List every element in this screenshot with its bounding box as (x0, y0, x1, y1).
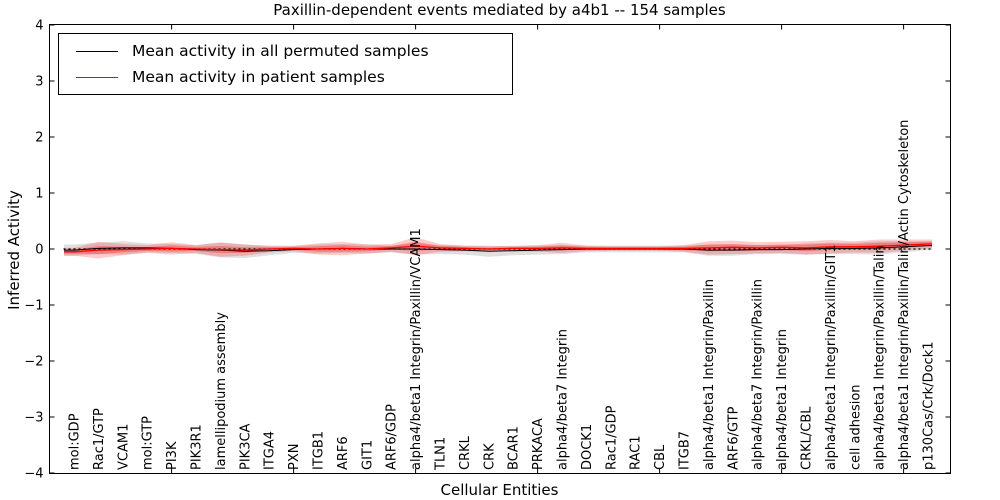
x-category-label: CRKL (458, 435, 473, 470)
x-category-label: PIK3CA (238, 423, 253, 470)
x-category-label: PXN (287, 444, 302, 470)
chart-title: Paxillin-dependent events mediated by a4… (273, 1, 726, 19)
y-tick-label: 0 (35, 243, 43, 258)
x-category-label: alpha4/beta1 Integrin/Paxillin (702, 279, 717, 470)
x-category-label: ARF6/GDP (385, 404, 400, 470)
x-category-label: PI3K (165, 441, 180, 470)
x-category-label: ITGA4 (263, 431, 278, 470)
x-category-label: ARF6 (336, 436, 351, 470)
x-category-label: mol:GDP (68, 413, 83, 470)
x-category-label: CBL (653, 444, 668, 470)
x-category-label: alpha4/beta1 Integrin/Paxillin/GIT1 (824, 244, 839, 470)
y-tick-label: 3 (35, 75, 43, 90)
y-tick-label: −1 (24, 299, 43, 314)
y-tick-label: −4 (24, 467, 43, 482)
mean-lines (64, 243, 932, 253)
y-tick-label: 4 (35, 19, 43, 34)
x-category-label: alpha4/beta1 Integrin/Paxillin/VCAM1 (409, 228, 424, 470)
legend-line-permuted-icon (76, 50, 118, 52)
x-category-label: alpha4/beta1 Integrin/Paxillin/Talin/Act… (897, 120, 912, 470)
x-category-label: RAC1 (629, 435, 644, 470)
x-category-label: p130Cas/Crk/Dock1 (922, 341, 937, 470)
patient-mean-line (64, 243, 932, 253)
y-tick-label: 1 (35, 187, 43, 202)
y-ticks: 4 3 2 1 0 −1 −2 −3 −4 (24, 19, 951, 482)
y-tick-label: −2 (24, 355, 43, 370)
x-category-label: ITGB1 (312, 431, 327, 470)
legend-label-permuted: Mean activity in all permuted samples (132, 42, 429, 60)
legend-item-permuted: Mean activity in all permuted samples (59, 42, 512, 60)
x-category-label: cell adhesion (848, 384, 863, 470)
x-category-label: alpha4/beta7 Integrin/Paxillin (751, 279, 766, 470)
y-axis-label: Inferred Activity (5, 190, 23, 310)
x-category-label: VCAM1 (116, 424, 131, 470)
x-category-label: CRK (482, 443, 497, 470)
x-category-label: alpha4/beta1 Integrin/Paxillin/Talin (873, 245, 888, 470)
x-category-label: mol:GTP (141, 416, 156, 470)
category-labels: mol:GDP Rac1/GTP VCAM1 mol:GTP PI3K PIK3R1 lam… (68, 120, 937, 471)
x-category-label: GIT1 (360, 440, 375, 470)
x-category-label: Rac1/GDP (604, 405, 619, 470)
x-category-label: lamellipodium assembly (214, 312, 229, 470)
legend-item-patient: Mean activity in patient samples (59, 68, 512, 86)
x-category-label: Rac1/GTP (92, 408, 107, 470)
y-tick-label: −3 (24, 411, 43, 426)
legend: Mean activity in all permuted samples Me… (58, 33, 513, 95)
x-category-label: ITGB7 (678, 431, 693, 470)
x-category-label: DOCK1 (580, 424, 595, 470)
x-axis-label: Cellular Entities (440, 481, 559, 499)
x-category-label: alpha4/beta7 Integrin (556, 329, 571, 470)
bands (64, 237, 932, 259)
x-category-label: BCAR1 (507, 426, 522, 470)
x-category-label: CRKL/CBL (800, 406, 815, 470)
y-tick-label: 2 (35, 131, 43, 146)
x-category-label: PRKACA (531, 418, 546, 470)
x-category-label: ARF6/GTP (726, 406, 741, 470)
legend-label-patient: Mean activity in patient samples (132, 68, 385, 86)
x-category-label: alpha4/beta1 Integrin (775, 329, 790, 470)
x-ticks (171, 24, 905, 474)
x-category-label: PIK3R1 (190, 424, 205, 470)
legend-line-patient-icon (76, 76, 118, 78)
x-category-label: TLN1 (434, 437, 449, 471)
